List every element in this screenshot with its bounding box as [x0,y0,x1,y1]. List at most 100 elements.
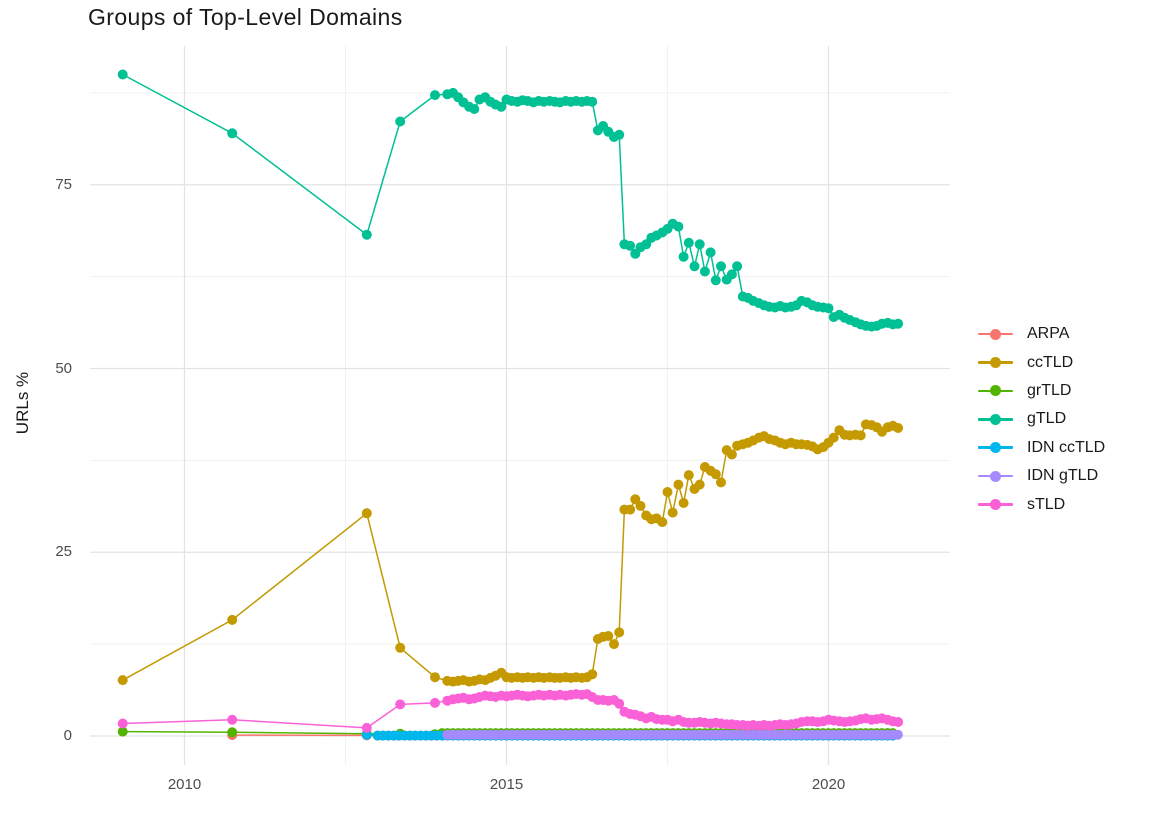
data-point [625,240,636,251]
legend-key-dot [990,357,1001,369]
legend-label: IDN gTLD [1027,467,1099,485]
data-point [828,432,839,443]
data-point [614,627,625,638]
series-line [122,423,899,683]
x-tick-label: 2020 [811,776,846,793]
data-point [227,727,238,738]
data-point [361,722,372,733]
data-point [683,470,694,481]
data-point [361,508,372,519]
data-point [227,714,238,725]
data-point [689,261,700,272]
series-line [122,73,899,328]
legend-item-ccTLD: ccTLD [978,348,1105,376]
y-tick-label: 25 [55,543,72,561]
data-point [625,504,636,515]
legend-key-dot [990,470,1001,482]
data-point [678,498,689,508]
y-tick-label: 0 [63,727,72,744]
data-point [430,90,440,101]
data-point [705,247,716,258]
data-point [227,614,238,625]
legend-key-dot [990,328,1001,340]
data-point [710,469,721,480]
data-point [892,729,903,740]
data-point [587,669,598,680]
data-point [469,104,480,114]
legend-key-dot [990,385,1001,397]
data-point [657,517,668,528]
legend-item-IDN-gTLD: IDN gTLD [978,462,1105,490]
data-point [694,239,705,250]
data-point [716,477,726,488]
legend-item-gTLD: gTLD [978,405,1105,433]
legend-item-sTLD: sTLD [978,490,1105,518]
legend-item-IDN-ccTLD: IDN ccTLD [978,434,1105,462]
data-point [662,487,673,497]
legend-key-icon [978,499,1013,511]
data-point [893,423,904,433]
data-point [603,631,614,641]
data-point [673,221,684,232]
data-point [893,318,904,329]
data-point [667,507,678,518]
series-gTLD [117,69,904,332]
data-point [496,101,507,112]
legend-label: ARPA [1027,325,1070,343]
data-point [117,718,128,729]
data-point [609,639,619,650]
data-point [732,261,743,272]
legend-key-dot [990,413,1001,425]
data-point [117,675,128,686]
legend-label: ccTLD [1027,353,1074,371]
data-point [699,266,710,277]
data-point [635,500,646,511]
legend-item-grTLD: grTLD [978,377,1105,405]
data-point [614,698,625,709]
data-point [395,116,406,127]
data-point [395,699,406,710]
data-point [694,479,705,490]
legend-key-icon [978,470,1013,482]
data-point [726,269,737,280]
data-point [227,128,238,139]
data-point [430,697,440,708]
legend-key-icon [978,385,1013,397]
data-point [673,479,684,490]
y-tick-label: 75 [55,175,72,193]
y-tick-label: 50 [55,359,72,377]
x-tick-label: 2010 [167,776,202,793]
series-IDN-gTLD [442,729,903,740]
data-point [710,275,721,286]
series-sTLD [117,689,904,733]
legend-item-ARPA: ARPA [978,320,1105,348]
legend-key-dot [990,499,1001,511]
data-point [430,672,440,683]
data-point [716,261,726,272]
x-tick-label: 2015 [489,776,524,793]
chart-title: Groups of Top-Level Domains [88,4,403,30]
legend-label: gTLD [1027,410,1067,428]
data-point [395,642,406,653]
data-point [117,726,128,737]
data-point [823,303,834,314]
data-point [678,251,689,262]
data-point [726,449,737,460]
legend-key-icon [978,442,1013,454]
data-point [855,430,866,441]
series-ccTLD [117,419,904,687]
data-point [117,69,128,80]
legend-key-icon [978,413,1013,425]
legend-key-icon [978,357,1013,369]
legend: ARPA ccTLD grTLD gTLD IDN ccTLD IDN gTLD sTLD [978,320,1105,519]
legend-label: IDN ccTLD [1027,438,1106,456]
legend-key-icon [978,328,1013,340]
data-point [893,717,904,727]
data-point [683,237,694,248]
legend-label: grTLD [1027,381,1072,399]
data-point [361,229,372,240]
legend-label: sTLD [1027,495,1066,513]
data-point [587,96,598,107]
data-point [361,729,372,740]
